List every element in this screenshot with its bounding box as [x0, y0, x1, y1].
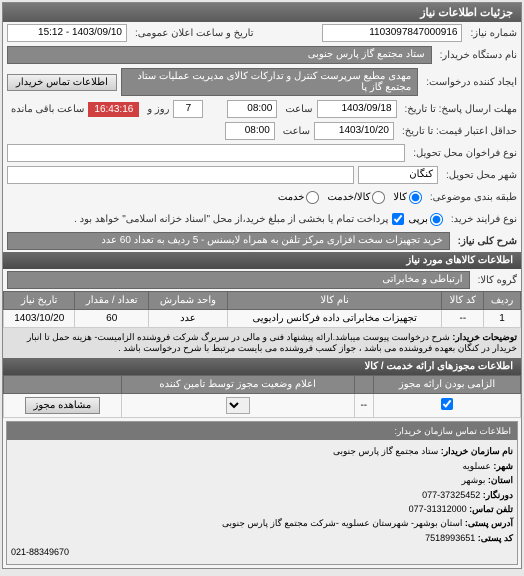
- c-city-label: شهر:: [493, 461, 513, 471]
- radio-goods-label: کالا: [393, 192, 407, 203]
- contact-button[interactable]: اطلاعات تماس خریدار: [7, 74, 117, 91]
- need-title-value: خرید تجهیزات سخت افزاری مرکز تلفن به همر…: [7, 232, 450, 250]
- table-row: 1--تجهیزات مخابراتی داده فرکانس رادیوییع…: [4, 310, 521, 328]
- price-valid-date: 1403/10/20: [314, 122, 394, 140]
- deadline-send-date: 1403/09/18: [317, 100, 397, 118]
- table-cell: عدد: [148, 310, 227, 328]
- days-value: 7: [173, 100, 203, 118]
- days-label: روز و: [143, 104, 169, 115]
- remain-label: ساعت باقی مانده: [7, 104, 84, 115]
- support-phone: 021-88349670: [11, 545, 513, 559]
- goods-section-header: اطلاعات کالاهای مورد نیاز: [3, 252, 521, 269]
- org-value: ستاد مجتمع گاز پارس جنوبی: [7, 46, 432, 64]
- countdown-timer: 16:43:16: [88, 102, 139, 117]
- c-org: ستاد مجتمع گاز پارس جنوبی: [333, 446, 438, 456]
- radio-both[interactable]: [372, 191, 385, 204]
- pay-note: پرداخت تمام یا بخشی از مبلغ خرید،از محل …: [70, 214, 388, 225]
- pay-note-checkbox[interactable]: [392, 213, 404, 225]
- license-table: الزامی بودن ارائه مجوز اعلام وضعیت مجوز ت…: [3, 375, 521, 418]
- license-header: [4, 376, 122, 394]
- c-city: عسلویه: [462, 461, 490, 471]
- radio-goods[interactable]: [409, 191, 422, 204]
- deadline-send-hour: 08:00: [227, 100, 277, 118]
- creator-value: مهدی مطیع سرپرست کنترل و تدارکات کالای م…: [121, 68, 418, 96]
- view-license-button[interactable]: مشاهده مجوز: [25, 397, 101, 414]
- license-header: [354, 376, 373, 394]
- contact-section-title: اطلاعات تماس سازمان خریدار:: [7, 422, 517, 440]
- table-header: نام کالا: [227, 292, 442, 310]
- table-header: تعداد / مقدار: [75, 292, 148, 310]
- need-no-label: شماره نیاز:: [466, 28, 517, 39]
- c-post: 7518993651: [425, 533, 475, 543]
- c-province-label: استان:: [488, 475, 513, 485]
- radio-cash[interactable]: [430, 213, 443, 226]
- c-province: بوشهر: [462, 475, 486, 485]
- table-header: ردیف: [484, 292, 521, 310]
- need-no-value: 1103097847000916: [322, 24, 462, 42]
- c-post-label: کد پستی:: [478, 533, 513, 543]
- hour-label-2: ساعت: [279, 126, 310, 137]
- c-phone-label: تلفن تماس:: [469, 504, 513, 514]
- radio-service-label: خدمت: [278, 192, 305, 203]
- table-cell: 60: [75, 310, 148, 328]
- contact-footer: اطلاعات تماس سازمان خریدار: نام سازمان خ…: [6, 421, 518, 565]
- hour-label-1: ساعت: [281, 104, 312, 115]
- table-cell: --: [442, 310, 484, 328]
- license-dash: --: [354, 394, 373, 418]
- license-header: اعلام وضعیت مجوز توسط تامین کننده: [121, 376, 354, 394]
- buyer-desc-label: توضیحات خریدار:: [452, 332, 517, 342]
- table-header: تاریخ نیاز: [4, 292, 75, 310]
- price-valid-hour: 08:00: [225, 122, 275, 140]
- license-row: -- مشاهده مجوز: [4, 394, 521, 418]
- c-org-label: نام سازمان خریدار:: [441, 446, 513, 456]
- table-header: کد کالا: [442, 292, 484, 310]
- deliver-city-value: کنگان: [358, 166, 438, 184]
- group-type-radios: کالا کالا/خدمت خدمت: [278, 191, 422, 204]
- table-cell: تجهیزات مخابراتی داده فرکانس رادیویی: [227, 310, 442, 328]
- c-addr: استان بوشهر- شهرستان عسلویه -شرکت مجتمع …: [222, 518, 462, 528]
- announce-label: تاریخ و ساعت اعلان عمومی:: [131, 28, 254, 39]
- buyer-desc-row: توضیحات خریدار: شرح درخواست پیوست میباشد…: [3, 328, 521, 358]
- announce-value: 1403/09/10 - 15:12: [7, 24, 127, 42]
- table-cell: 1403/10/20: [4, 310, 75, 328]
- org-label: نام دستگاه خریدار:: [436, 50, 517, 61]
- table-cell: 1: [484, 310, 521, 328]
- pay-type-label: نوع فرایند خرید:: [447, 214, 517, 225]
- creator-label: ایجاد کننده درخواست:: [422, 77, 517, 88]
- license-status-select[interactable]: [226, 397, 250, 414]
- c-addr-label: آدرس پستی:: [465, 518, 513, 528]
- radio-both-label: کالا/خدمت: [327, 192, 370, 203]
- group-type-label: طبقه بندی موضوعی:: [426, 192, 517, 203]
- deliver-type-value: [7, 144, 405, 162]
- license-header: الزامی بودن ارائه مجوز: [374, 376, 521, 394]
- radio-service[interactable]: [306, 191, 319, 204]
- goods-group-value: ارتباطی و مخابراتی: [7, 271, 470, 289]
- c-phone: 31312000-077: [409, 504, 467, 514]
- buyer-desc-text: شرح درخواست پیوست میباشد.ارائه پیشنهاد ف…: [27, 332, 517, 353]
- panel-title: جزئیات اطلاعات نیاز: [3, 3, 521, 22]
- need-title-label: شرح کلی نیاز:: [454, 236, 517, 247]
- radio-cash-label: برپی: [408, 214, 427, 225]
- price-valid-label: حداقل اعتبار قیمت: تا تاریخ:: [398, 126, 517, 137]
- license-section-header: اطلاعات مجوزهای ارائه خدمت / کالا: [3, 358, 521, 375]
- table-header: واحد شمارش: [148, 292, 227, 310]
- deadline-send-label: مهلت ارسال پاسخ: تا تاریخ:: [401, 104, 517, 115]
- c-fax: 37325452-077: [422, 490, 480, 500]
- goods-table: ردیفکد کالانام کالاواحد شمارشتعداد / مقد…: [3, 291, 521, 328]
- c-fax-label: دورنگار:: [483, 490, 513, 500]
- license-required-checkbox[interactable]: [441, 398, 453, 410]
- deliver-type-label: نوع فراخوان محل تحویل:: [409, 148, 517, 159]
- deliver-extra: [7, 166, 354, 184]
- deliver-city-label: شهر محل تحویل:: [442, 170, 517, 181]
- goods-group-label: گروه کالا:: [474, 275, 517, 286]
